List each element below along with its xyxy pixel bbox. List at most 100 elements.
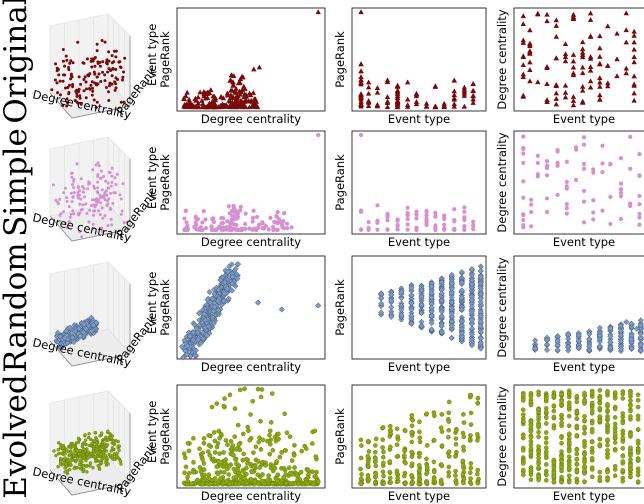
cube-point [69,212,73,216]
cube-point [97,164,101,168]
data-point [200,220,205,225]
data-point [200,457,205,462]
data-point [582,452,587,457]
data-point [477,298,484,305]
data-point [535,172,540,177]
data-point [587,84,594,90]
data-point [454,427,459,433]
data-point [442,213,447,218]
data-point [217,451,222,456]
data-point [543,445,549,450]
data-point [424,213,429,218]
data-point [409,449,414,455]
data-point [620,396,626,401]
data-point [631,73,637,79]
data-point [559,479,564,485]
data-point [596,332,603,339]
data-point [551,474,557,479]
data-point [235,422,241,428]
cube-point [78,462,82,467]
cube-point [106,438,111,442]
cube-point [84,458,88,463]
data-point [230,82,237,88]
cube-point [111,202,115,206]
data-point [527,59,533,65]
data-point [461,88,468,94]
data-point [579,49,586,55]
data-point [543,462,549,467]
cube-point [96,180,100,184]
cube-point [80,329,87,336]
cube-point [100,206,104,210]
cube-point [106,181,110,185]
data-point [452,217,457,223]
cube-point [63,64,67,68]
data-point [628,457,633,463]
data-point [471,219,476,224]
data-point [528,422,534,428]
cube-point [87,220,91,224]
data-point [589,390,595,396]
data-point [433,225,438,230]
data-point [620,435,626,441]
data-point [565,331,572,338]
scatter-simple-2: Event type PageRank [333,130,487,249]
data-point [409,413,415,418]
data-point [520,461,526,466]
data-point [612,425,618,431]
scatter-evolved-1: Degree centrality PageRank [158,384,326,503]
data-point [235,467,241,473]
cube-point [61,210,65,214]
data-point [210,456,216,462]
data-point [284,221,290,226]
data-point [448,289,455,296]
cube-point [56,91,60,95]
cube-point [68,61,72,65]
cube-point [55,66,59,70]
data-point [432,103,439,109]
data-point [358,92,364,97]
scatter-simple-1: Degree centrality PageRank [158,130,326,249]
data-point [475,467,481,473]
data-point [395,218,400,223]
data-point [591,198,596,203]
data-point [229,273,236,280]
data-point [579,52,586,58]
data-point [358,476,364,482]
data-point [527,40,533,46]
data-point [589,450,595,455]
cube-point [80,235,84,239]
data-point [570,102,577,108]
data-point [186,448,192,454]
data-point [559,468,564,474]
data-point [628,474,633,479]
data-point [193,103,199,109]
data-point [597,478,603,483]
data-point [215,286,222,293]
cube-point [54,62,58,66]
cube-point [91,222,95,226]
cube-point [81,185,85,189]
cube-point [72,191,76,195]
cube-point [92,70,96,74]
data-point [453,473,458,478]
data-point [587,10,594,16]
cube-point [90,198,94,202]
cube-point [88,328,95,335]
data-point [414,209,419,214]
cube-point [107,186,111,190]
cube-point [117,444,122,448]
data-point [305,481,310,487]
data-point [224,225,229,230]
data-point [468,422,474,427]
data-point [637,202,642,207]
data-point [204,91,211,96]
cube-point [78,459,82,463]
data-point [245,424,251,430]
data-point [608,194,613,199]
cube-point [107,84,111,88]
data-point [605,437,610,443]
data-point [559,458,564,464]
data-point [183,208,188,214]
cube-point [70,338,77,346]
